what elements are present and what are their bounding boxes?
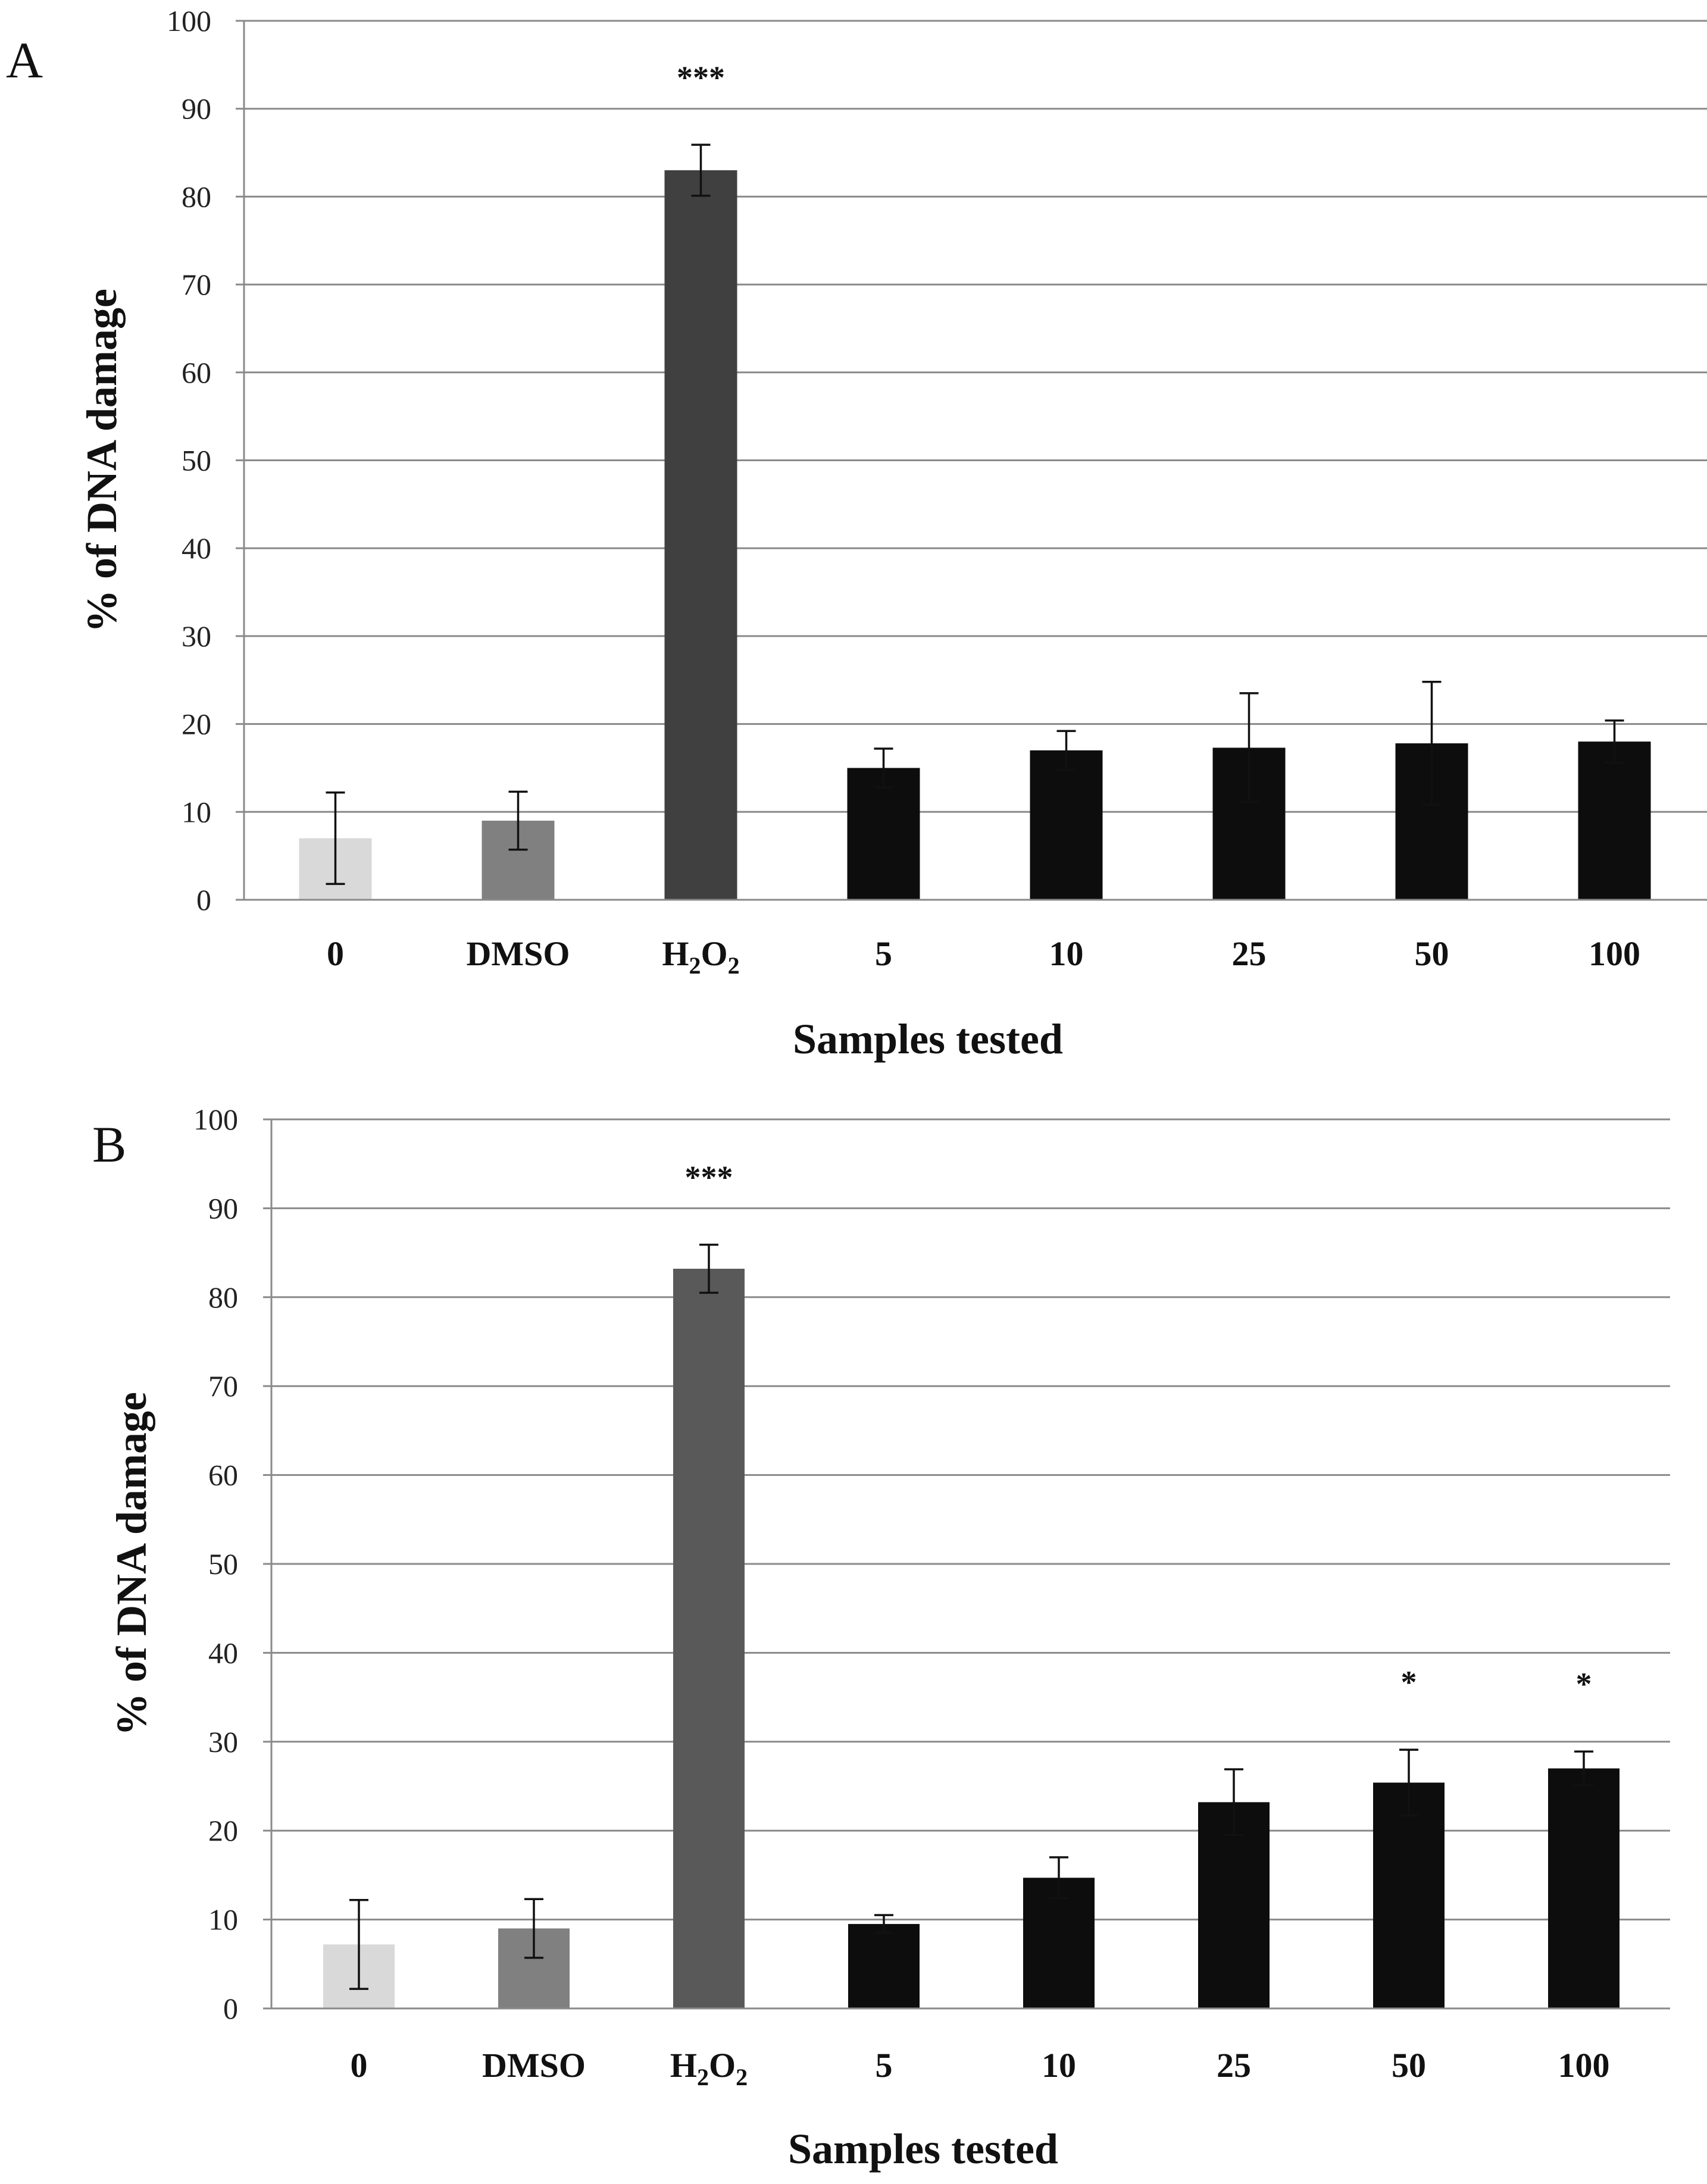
error-bar: [1056, 730, 1076, 771]
x-tick-label: 10: [1049, 934, 1084, 973]
y-tick-label: 20: [182, 708, 211, 741]
y-tick-label: 70: [208, 1369, 238, 1403]
y-tick-label: 80: [208, 1281, 238, 1314]
panel-letter: B: [92, 1116, 126, 1173]
bar: [1023, 1878, 1095, 2008]
error-bar: [326, 791, 345, 886]
x-tick-label: 5: [876, 2046, 893, 2085]
bar: [664, 170, 737, 900]
error-bar: [1399, 1748, 1418, 1817]
y-tick-label: 100: [193, 1103, 238, 1136]
y-tick-label: 30: [208, 1725, 238, 1759]
y-tick-label: 10: [208, 1903, 238, 1936]
bar: [1198, 1802, 1270, 2008]
x-tick-label: DMSO: [482, 2046, 586, 2085]
x-tick-label: 100: [1589, 934, 1640, 973]
bar: [848, 1924, 920, 2008]
x-tick-label: 50: [1415, 934, 1449, 973]
significance-marker: ***: [685, 1160, 733, 1196]
error-bar: [508, 790, 528, 851]
error-bar: [874, 747, 893, 789]
y-tick-label: 100: [167, 4, 211, 37]
x-tick-label: 0: [327, 934, 344, 973]
error-bar: [1605, 719, 1624, 764]
y-tick-label: 60: [182, 356, 211, 389]
error-bar: [1224, 1768, 1243, 1836]
y-tick-label: 30: [182, 619, 211, 653]
x-tick-label: 25: [1232, 934, 1267, 973]
x-tick-label: DMSO: [467, 934, 570, 973]
bar: [673, 1268, 745, 2008]
bar: [1030, 750, 1103, 900]
x-tick-label: 100: [1558, 2046, 1610, 2085]
y-tick-label: 0: [223, 1992, 238, 2025]
panel-letter: A: [6, 32, 43, 89]
error-bar: [874, 1914, 893, 1934]
significance-marker: *: [1401, 1664, 1417, 1700]
y-tick-label: 50: [208, 1547, 238, 1581]
y-tick-label: 50: [182, 444, 211, 477]
x-tick-label: 10: [1042, 2046, 1076, 2085]
error-bar: [699, 1243, 718, 1294]
y-tick-label: 40: [182, 531, 211, 565]
y-tick-label: 80: [182, 180, 211, 213]
x-tick-label: 5: [875, 934, 892, 973]
x-tick-label: H2O2: [670, 2046, 748, 2091]
significance-marker: *: [1576, 1666, 1592, 1702]
error-bar: [691, 143, 711, 197]
x-tick-label: H2O2: [662, 934, 739, 979]
x-axis-title: Samples tested: [788, 2125, 1058, 2173]
y-tick-label: 90: [182, 92, 211, 126]
x-tick-label: 50: [1392, 2046, 1426, 2085]
error-bar: [524, 1898, 543, 1959]
error-bar: [1049, 1856, 1068, 1900]
y-tick-label: 0: [196, 883, 211, 916]
error-bar: [349, 1898, 368, 1990]
panel-b-chart: B 0 10 20 30 40 50 60 70 80 90 100 0 DMSO H2O2 *** 5 10 25…: [92, 1103, 1670, 2173]
y-tick-label: 60: [208, 1459, 238, 1492]
x-axis-title: Samples tested: [793, 1015, 1063, 1063]
bar: [1373, 1782, 1445, 2008]
error-bar: [1574, 1750, 1593, 1786]
panel-a-chart: A 0 10 20 30 40 50 60 70 80 90 100 0 DMSO H2O2 *** 5 10 25…: [6, 4, 1707, 1063]
y-tick-label: 90: [208, 1191, 238, 1225]
y-tick-label: 20: [208, 1814, 238, 1847]
significance-marker: ***: [677, 60, 725, 95]
y-tick-label: 40: [208, 1636, 238, 1669]
bar: [847, 768, 920, 900]
y-tick-label: 70: [182, 268, 211, 301]
x-tick-label: 0: [351, 2046, 368, 2085]
bar: [1548, 1768, 1620, 2008]
x-tick-label: 25: [1217, 2046, 1251, 2085]
bar: [1578, 741, 1651, 900]
error-bar: [1239, 692, 1259, 803]
error-bar: [1422, 680, 1442, 806]
y-axis-title: % of DNA damage: [78, 289, 126, 633]
y-tick-label: 10: [182, 795, 211, 828]
y-axis-title: % of DNA damage: [108, 1392, 155, 1736]
